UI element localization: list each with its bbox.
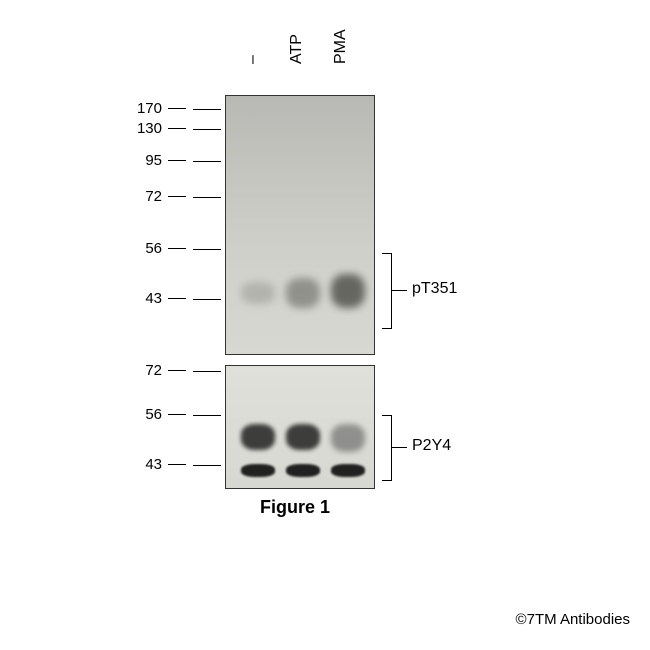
copyright-text: ©7TM Antibodies bbox=[516, 611, 630, 628]
blot-band bbox=[241, 464, 275, 477]
blot-band bbox=[331, 464, 365, 477]
blot-band bbox=[331, 424, 365, 452]
bracket-pt351 bbox=[382, 253, 392, 329]
label-pt351: pT351 bbox=[412, 280, 457, 298]
label-p2y4: P2Y4 bbox=[412, 437, 451, 455]
bracket-p2y4 bbox=[382, 415, 392, 481]
mw-marker-95: 95 bbox=[130, 152, 186, 169]
blot-band bbox=[286, 278, 320, 308]
blot-band bbox=[331, 274, 365, 308]
mw-marker-130: 130 bbox=[130, 120, 186, 137]
mw-marker-170: 170 bbox=[130, 100, 186, 117]
lane-label-dash: – bbox=[244, 34, 262, 64]
bracket-connector-bottom bbox=[391, 447, 407, 448]
blot-panel-bottom bbox=[225, 365, 375, 489]
bracket-connector-top bbox=[391, 290, 407, 291]
mw-tick-right bbox=[193, 249, 221, 250]
mw-tick-right bbox=[193, 129, 221, 130]
blot-band bbox=[286, 424, 320, 450]
lane-label-pma: PMA bbox=[332, 34, 350, 64]
figure-container: – ATP PMA 17013095725643 725643 pT351 P2… bbox=[130, 40, 510, 95]
mw-marker-43: 43 bbox=[130, 456, 186, 473]
blot-band bbox=[286, 464, 320, 477]
mw-tick-right bbox=[193, 465, 221, 466]
blot-panel-top bbox=[225, 95, 375, 355]
mw-tick-right bbox=[193, 109, 221, 110]
mw-tick-right bbox=[193, 371, 221, 372]
blot-band bbox=[241, 282, 275, 304]
mw-marker-43: 43 bbox=[130, 290, 186, 307]
lane-labels: – ATP PMA bbox=[238, 40, 356, 58]
mw-marker-56: 56 bbox=[130, 240, 186, 257]
mw-tick-right bbox=[193, 161, 221, 162]
mw-marker-56: 56 bbox=[130, 406, 186, 423]
mw-marker-72: 72 bbox=[130, 188, 186, 205]
mw-tick-right bbox=[193, 415, 221, 416]
blot-band bbox=[241, 424, 275, 450]
mw-tick-right bbox=[193, 299, 221, 300]
mw-tick-right bbox=[193, 197, 221, 198]
mw-marker-72: 72 bbox=[130, 362, 186, 379]
lane-label-atp: ATP bbox=[288, 34, 306, 64]
figure-caption: Figure 1 bbox=[260, 497, 330, 518]
